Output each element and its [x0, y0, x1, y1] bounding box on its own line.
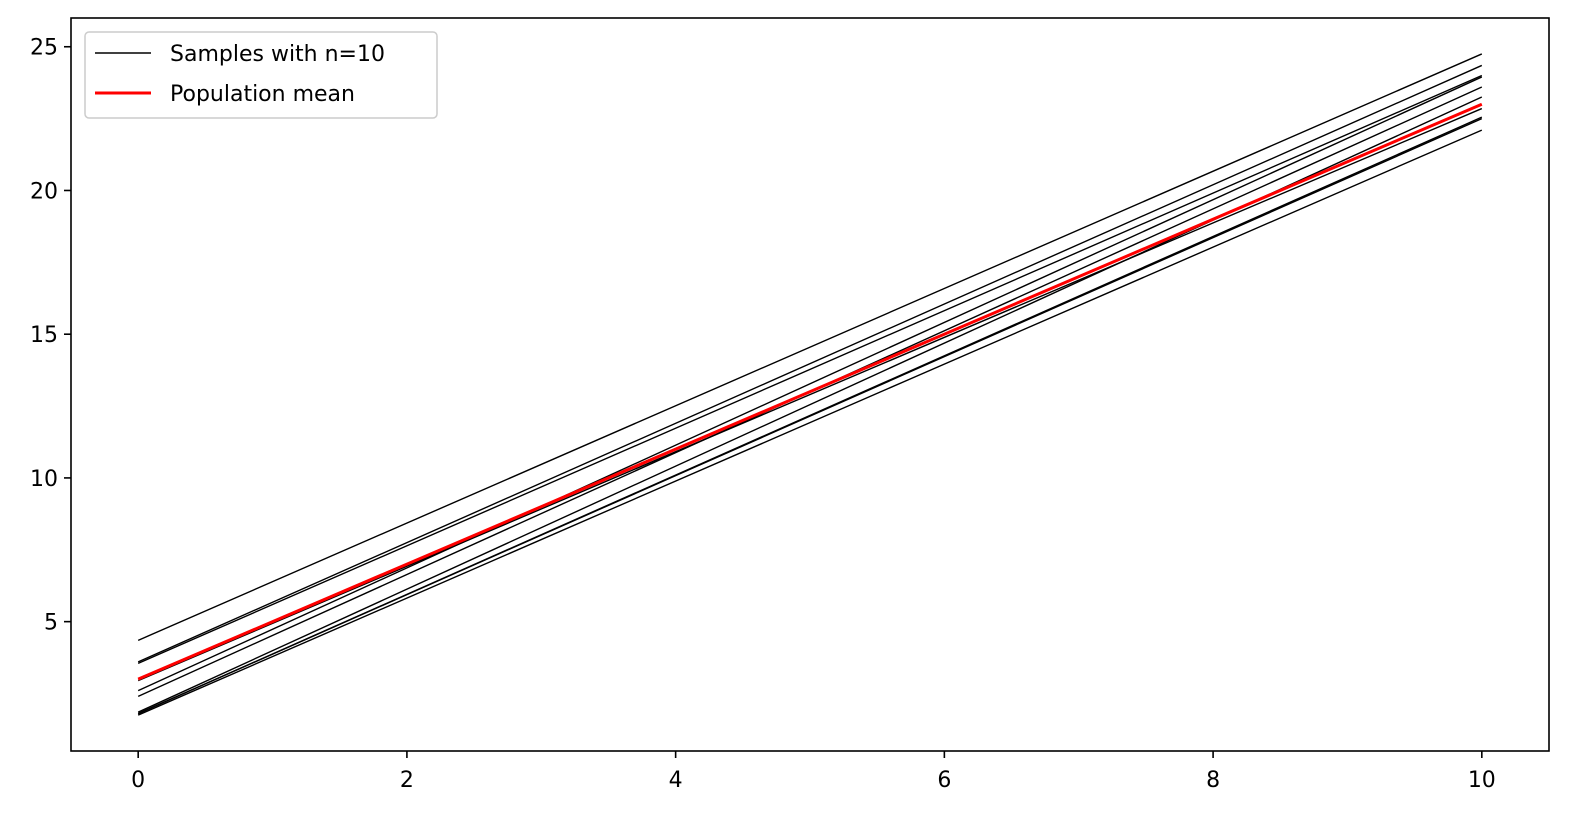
- series-line-sample-10: [137, 116, 1483, 715]
- x-tick-label: 8: [1206, 768, 1220, 793]
- series-line-sample-2: [137, 64, 1483, 663]
- legend-label-population-mean: Population mean: [170, 82, 355, 107]
- y-tick-label: 25: [30, 36, 58, 61]
- plot-lines: [137, 53, 1483, 716]
- x-tick-label: 0: [131, 768, 145, 793]
- x-tick-label: 6: [937, 768, 951, 793]
- x-axis: 0 2 4 6 8 10: [131, 751, 1496, 793]
- series-line-sample-4: [137, 76, 1483, 692]
- series-line-sample-9: [137, 107, 1483, 682]
- plot-frame: [70, 17, 1550, 752]
- x-tick-label: 10: [1468, 768, 1496, 793]
- series-line-sample-1: [137, 53, 1483, 641]
- y-tick-label: 20: [30, 179, 58, 204]
- legend-label-samples: Samples with n=10: [170, 42, 385, 67]
- series-line-sample-3: [137, 74, 1483, 664]
- y-axis: 5 10 15 20 25: [30, 36, 71, 636]
- series-line-sample-8: [137, 129, 1483, 716]
- legend: Samples with n=10 Population mean: [84, 31, 438, 119]
- y-tick-label: 10: [30, 467, 58, 492]
- x-tick-label: 4: [669, 768, 683, 793]
- legend-box: [84, 31, 438, 119]
- series-line-population-mean: [137, 102, 1483, 681]
- y-tick-label: 15: [30, 323, 58, 348]
- y-tick-label: 5: [44, 611, 58, 636]
- x-tick-label: 2: [400, 768, 414, 793]
